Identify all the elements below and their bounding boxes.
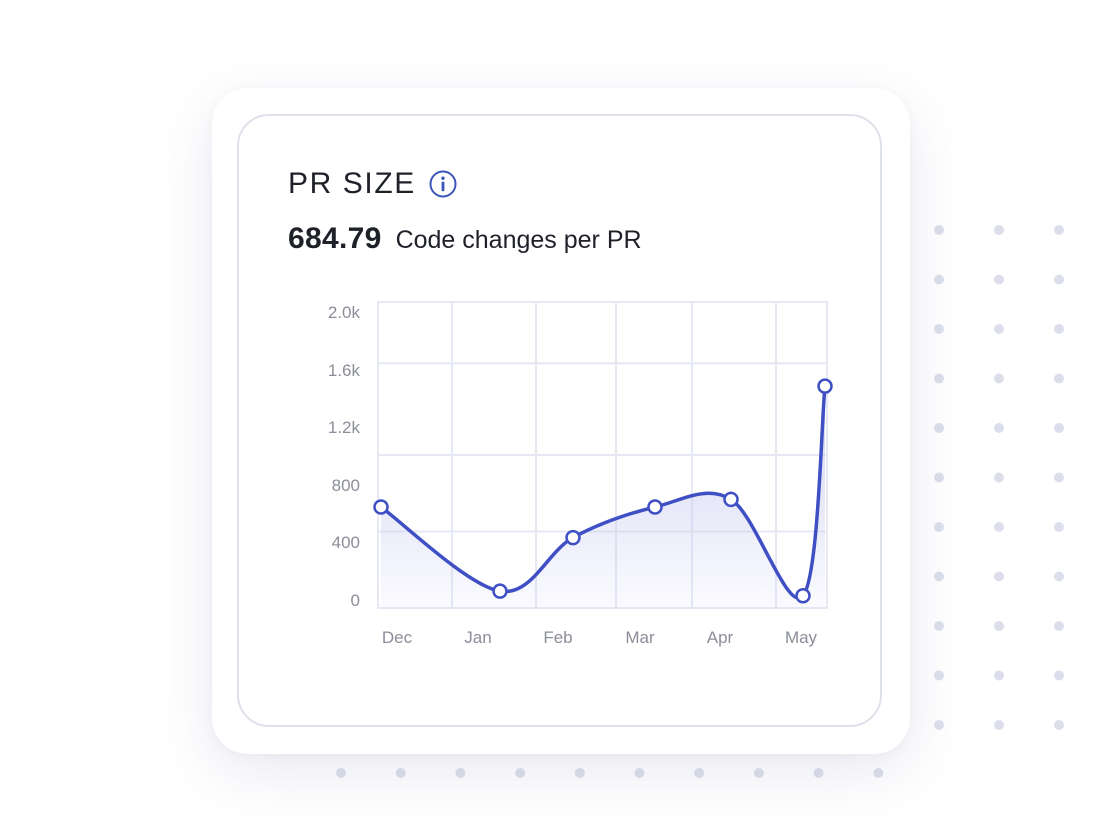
data-point-marker[interactable]	[373, 499, 389, 515]
pattern-dot	[994, 373, 1004, 384]
pattern-dot	[753, 768, 764, 778]
card-title: PR SIZE	[288, 167, 416, 200]
pattern-dot	[455, 768, 466, 778]
pattern-dot	[1054, 571, 1064, 582]
pr-size-card	[237, 114, 882, 727]
data-point-marker[interactable]	[723, 491, 739, 508]
pattern-dot	[994, 423, 1004, 433]
pattern-dot	[574, 768, 585, 778]
pattern-dot	[934, 670, 944, 681]
data-point-marker[interactable]	[795, 588, 811, 604]
pattern-dot	[934, 324, 944, 334]
metric-value: 684.79	[288, 222, 382, 255]
pattern-dot	[994, 274, 1004, 285]
info-circle-icon[interactable]	[428, 169, 458, 199]
pattern-dot	[994, 324, 1004, 334]
pattern-dot	[934, 571, 944, 582]
pattern-dot	[1054, 670, 1064, 681]
pattern-dot	[934, 274, 944, 285]
pattern-dot	[994, 720, 1004, 730]
pattern-dot	[934, 472, 944, 483]
pattern-dot	[994, 472, 1004, 483]
pattern-dot	[336, 768, 346, 778]
pattern-dot	[934, 522, 944, 532]
card-header: PR SIZE	[288, 164, 458, 204]
pattern-dot	[934, 720, 944, 730]
x-tick-label: May	[785, 628, 818, 647]
y-tick-label: 1.6k	[328, 361, 361, 380]
metric-label: Code changes per PR	[395, 226, 642, 254]
pattern-dot	[994, 670, 1004, 681]
y-tick-label: 1.2k	[328, 418, 361, 437]
metric-summary: 684.79 Code changes per PR	[288, 222, 642, 262]
pattern-dot	[1054, 621, 1064, 631]
pattern-dot	[1054, 472, 1064, 483]
pattern-dot	[994, 621, 1004, 631]
pattern-dot	[634, 768, 645, 778]
pattern-dot	[694, 768, 705, 778]
pattern-dot	[994, 225, 1004, 235]
pattern-dot	[873, 768, 884, 778]
pattern-dot	[994, 571, 1004, 582]
pattern-dot	[934, 225, 944, 235]
pattern-dot	[1054, 225, 1064, 235]
x-tick-label: Feb	[543, 628, 572, 647]
data-point-marker[interactable]	[565, 529, 581, 546]
x-tick-label: Apr	[707, 628, 734, 647]
pattern-dot	[395, 768, 406, 778]
data-point-marker[interactable]	[817, 378, 833, 394]
pattern-dot	[1054, 522, 1064, 532]
pattern-dot	[1054, 720, 1064, 730]
y-tick-label: 400	[332, 533, 360, 552]
pattern-dot	[1054, 423, 1064, 433]
pattern-dot	[994, 522, 1004, 532]
x-tick-label: Dec	[382, 628, 413, 647]
y-tick-label: 800	[332, 476, 360, 495]
pattern-dot	[1054, 373, 1064, 384]
x-tick-label: Jan	[464, 628, 491, 647]
data-point-marker[interactable]	[492, 583, 508, 599]
pattern-dot	[1054, 324, 1064, 334]
pattern-dot	[515, 768, 526, 778]
data-point-marker[interactable]	[647, 499, 663, 515]
pattern-dot	[934, 373, 944, 384]
series-area-fill	[381, 386, 825, 608]
pattern-dot	[934, 621, 944, 631]
x-tick-label: Mar	[625, 628, 655, 647]
y-tick-label: 0	[351, 591, 360, 610]
pattern-dot	[934, 423, 944, 433]
pattern-dot	[813, 768, 824, 778]
y-tick-label: 2.0k	[328, 303, 361, 322]
pattern-dot	[1054, 274, 1064, 285]
